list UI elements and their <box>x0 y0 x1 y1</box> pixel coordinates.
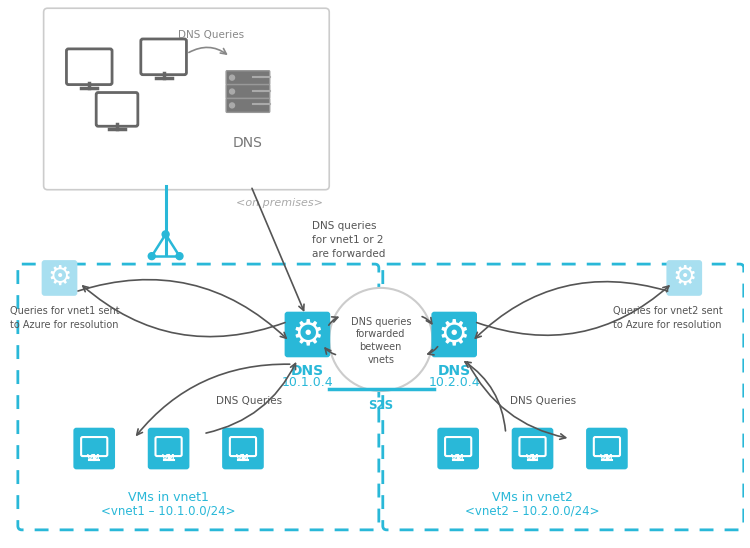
Text: VM: VM <box>452 454 465 463</box>
Circle shape <box>176 253 183 260</box>
FancyBboxPatch shape <box>141 39 187 75</box>
FancyBboxPatch shape <box>284 312 330 357</box>
Text: VM: VM <box>236 454 250 463</box>
FancyBboxPatch shape <box>44 8 329 190</box>
Text: ⚙: ⚙ <box>291 317 323 351</box>
Circle shape <box>162 231 169 238</box>
Text: 10.1.0.4: 10.1.0.4 <box>281 376 333 389</box>
Text: S2S: S2S <box>368 399 393 412</box>
FancyBboxPatch shape <box>437 427 479 470</box>
Text: DNS Queries: DNS Queries <box>510 396 576 406</box>
Text: DNS: DNS <box>233 136 262 150</box>
Text: <vnet2 – 10.2.0.0/24>: <vnet2 – 10.2.0.0/24> <box>465 504 600 517</box>
Circle shape <box>148 253 155 260</box>
Text: DNS Queries: DNS Queries <box>216 396 282 406</box>
Text: between: between <box>359 342 402 352</box>
FancyBboxPatch shape <box>226 99 270 112</box>
FancyBboxPatch shape <box>226 84 270 99</box>
Text: VM: VM <box>162 454 176 463</box>
FancyBboxPatch shape <box>226 71 270 84</box>
FancyBboxPatch shape <box>667 260 702 296</box>
FancyBboxPatch shape <box>222 427 264 470</box>
FancyBboxPatch shape <box>81 437 107 456</box>
FancyBboxPatch shape <box>74 427 115 470</box>
FancyBboxPatch shape <box>512 427 554 470</box>
Text: <on premises>: <on premises> <box>236 198 323 208</box>
FancyBboxPatch shape <box>594 437 620 456</box>
Text: ⚙: ⚙ <box>672 265 697 291</box>
Circle shape <box>329 288 433 391</box>
Text: DNS: DNS <box>291 364 324 378</box>
Text: ⚙: ⚙ <box>47 265 72 291</box>
Text: Queries for vnet1 sent
to Azure for resolution: Queries for vnet1 sent to Azure for reso… <box>10 306 119 330</box>
FancyBboxPatch shape <box>445 437 471 456</box>
Circle shape <box>230 103 235 108</box>
Text: vnets: vnets <box>368 355 394 366</box>
Text: DNS Queries: DNS Queries <box>178 30 244 40</box>
Text: DNS queries: DNS queries <box>350 317 411 327</box>
Text: VM: VM <box>88 454 101 463</box>
Circle shape <box>230 75 235 80</box>
Text: VMs in vnet2: VMs in vnet2 <box>492 491 573 504</box>
Text: ⚙: ⚙ <box>438 317 470 351</box>
FancyBboxPatch shape <box>155 437 182 456</box>
FancyBboxPatch shape <box>148 427 190 470</box>
Text: DNS queries
for vnet1 or 2
are forwarded: DNS queries for vnet1 or 2 are forwarded <box>313 221 386 259</box>
FancyBboxPatch shape <box>42 260 77 296</box>
Text: 10.2.0.4: 10.2.0.4 <box>428 376 480 389</box>
FancyBboxPatch shape <box>96 93 138 126</box>
Text: Queries for vnet2 sent
to Azure for resolution: Queries for vnet2 sent to Azure for reso… <box>613 306 722 330</box>
Text: forwarded: forwarded <box>356 329 406 340</box>
Text: DNS: DNS <box>438 364 471 378</box>
Text: VM: VM <box>600 454 613 463</box>
FancyBboxPatch shape <box>67 49 112 84</box>
FancyBboxPatch shape <box>230 437 256 456</box>
FancyBboxPatch shape <box>431 312 477 357</box>
Text: VMs in vnet1: VMs in vnet1 <box>128 491 209 504</box>
FancyBboxPatch shape <box>520 437 546 456</box>
Text: VM: VM <box>526 454 539 463</box>
FancyBboxPatch shape <box>586 427 628 470</box>
Circle shape <box>230 89 235 94</box>
Text: <vnet1 – 10.1.0.0/24>: <vnet1 – 10.1.0.0/24> <box>101 504 236 517</box>
